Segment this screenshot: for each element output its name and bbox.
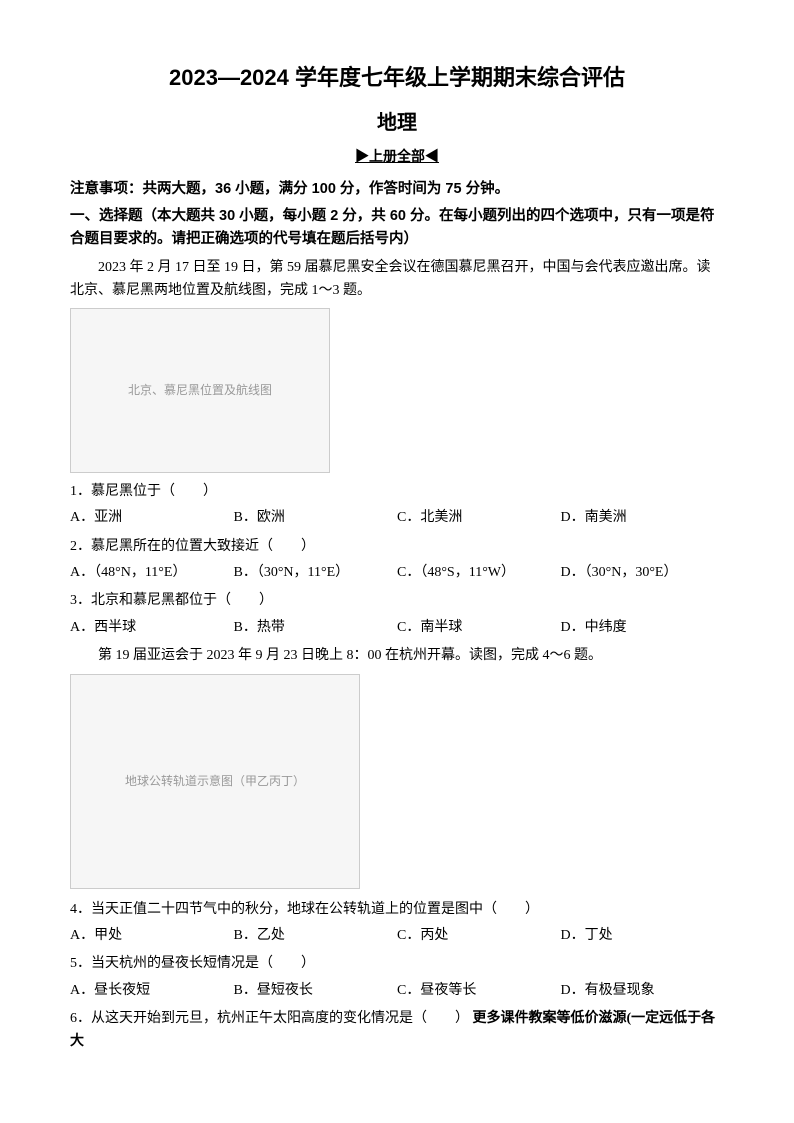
- q5-option-b: B．昼短夜长: [234, 980, 398, 1002]
- scope-title: ▶上册全部◀: [70, 147, 724, 169]
- q3-option-a: A．西半球: [70, 617, 234, 639]
- q4-options: A．甲处 B．乙处 C．丙处 D．丁处: [70, 925, 724, 947]
- q2-option-d: D．（30°N，30°E）: [561, 562, 725, 584]
- q5-option-c: C．昼夜等长: [397, 980, 561, 1002]
- q4-option-d: D．丁处: [561, 925, 725, 947]
- q3-option-d: D．中纬度: [561, 617, 725, 639]
- context-2: 第 19 届亚运会于 2023 年 9 月 23 日晚上 8：00 在杭州开幕。…: [70, 645, 724, 667]
- q6-row: 6．从这天开始到元旦，杭州正午太阳高度的变化情况是（ ） 更多课件教案等低价滋源…: [70, 1008, 724, 1053]
- q3-option-c: C．南半球: [397, 617, 561, 639]
- q2-option-c: C．（48°S，11°W）: [397, 562, 561, 584]
- q1-option-d: D．南美洲: [561, 507, 725, 529]
- q2-stem: 2．慕尼黑所在的位置大致接近（ ）: [70, 536, 724, 558]
- q4-option-c: C．丙处: [397, 925, 561, 947]
- q4-stem: 4．当天正值二十四节气中的秋分，地球在公转轨道上的位置是图中（ ）: [70, 899, 724, 921]
- q6-stem: 6．从这天开始到元旦，杭州正午太阳高度的变化情况是（ ）: [70, 1011, 469, 1026]
- q1-option-a: A．亚洲: [70, 507, 234, 529]
- q4-option-a: A．甲处: [70, 925, 234, 947]
- revolution-orbit-image: 地球公转轨道示意图（甲乙丙丁）: [70, 674, 360, 889]
- q1-option-b: B．欧洲: [234, 507, 398, 529]
- q3-option-b: B．热带: [234, 617, 398, 639]
- q5-option-a: A．昼长夜短: [70, 980, 234, 1002]
- q5-stem: 5．当天杭州的昼夜长短情况是（ ）: [70, 953, 724, 975]
- q4-option-b: B．乙处: [234, 925, 398, 947]
- q3-options: A．西半球 B．热带 C．南半球 D．中纬度: [70, 617, 724, 639]
- subject-title: 地理: [70, 107, 724, 139]
- section1-header: 一、选择题（本大题共 30 小题，每小题 2 分，共 60 分。在每小题列出的四…: [70, 205, 724, 251]
- q2-options: A．（48°N，11°E） B．（30°N，11°E） C．（48°S，11°W…: [70, 562, 724, 584]
- map-image-1: 北京、慕尼黑位置及航线图: [70, 308, 330, 473]
- q1-options: A．亚洲 B．欧洲 C．北美洲 D．南美洲: [70, 507, 724, 529]
- q1-option-c: C．北美洲: [397, 507, 561, 529]
- q5-option-d: D．有极昼现象: [561, 980, 725, 1002]
- context-1: 2023 年 2 月 17 日至 19 日，第 59 届慕尼黑安全会议在德国慕尼…: [70, 257, 724, 302]
- q3-stem: 3．北京和慕尼黑都位于（ ）: [70, 590, 724, 612]
- instructions-text: 注意事项：共两大题，36 小题，满分 100 分，作答时间为 75 分钟。: [70, 178, 724, 201]
- q1-stem: 1．慕尼黑位于（ ）: [70, 481, 724, 503]
- q2-option-b: B．（30°N，11°E）: [234, 562, 398, 584]
- q2-option-a: A．（48°N，11°E）: [70, 562, 234, 584]
- main-title: 2023—2024 学年度七年级上学期期末综合评估: [70, 60, 724, 95]
- q5-options: A．昼长夜短 B．昼短夜长 C．昼夜等长 D．有极昼现象: [70, 980, 724, 1002]
